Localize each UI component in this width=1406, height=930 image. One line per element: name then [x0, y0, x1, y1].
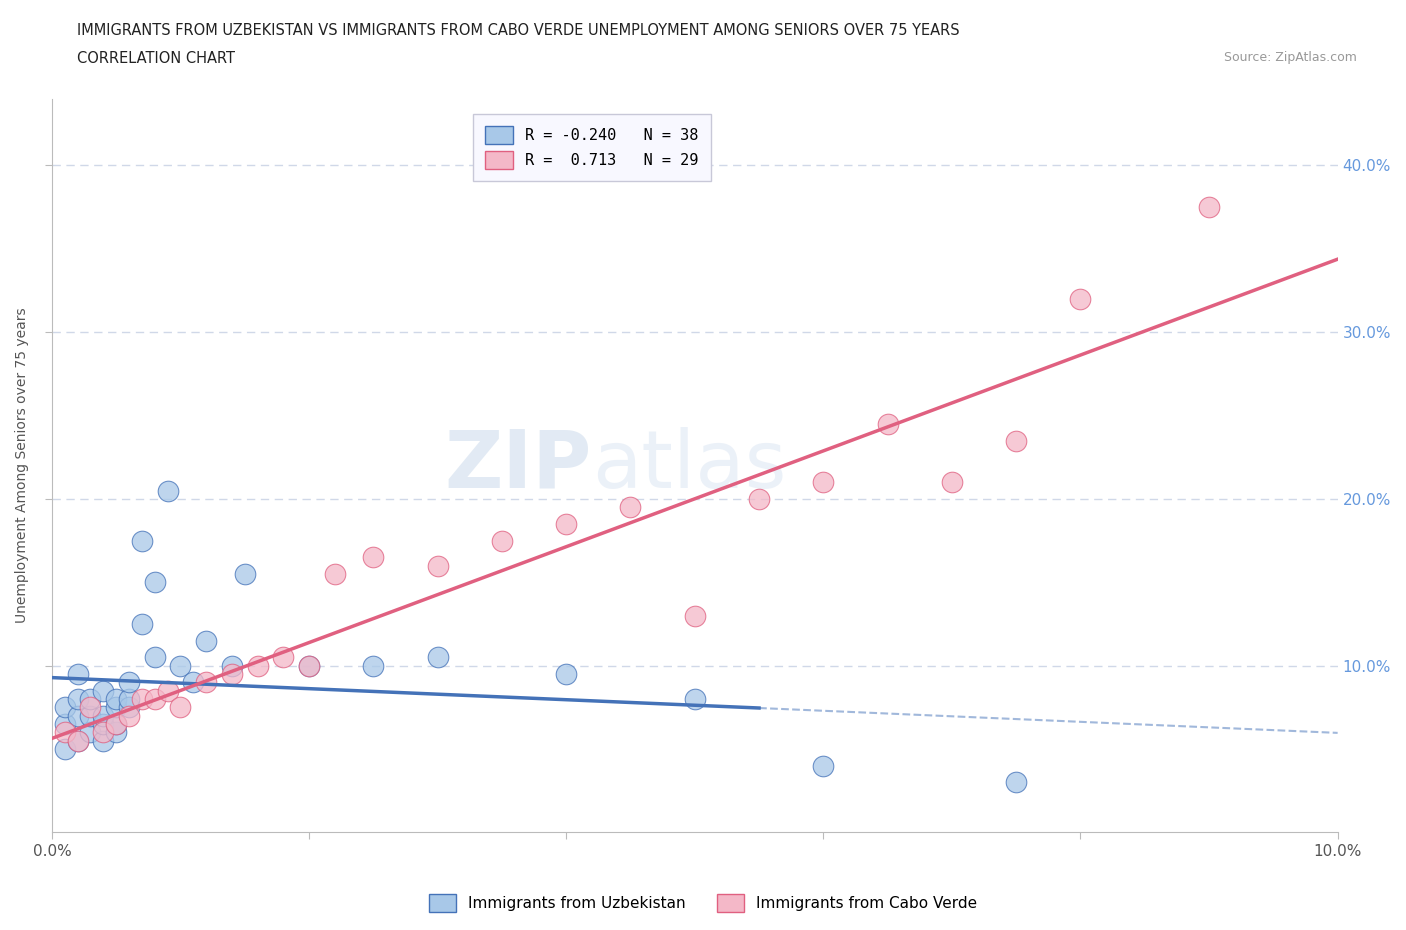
Point	[876, 417, 898, 432]
Point	[105, 717, 128, 732]
Point	[748, 491, 770, 506]
Point	[66, 709, 89, 724]
Point	[131, 692, 153, 707]
Point	[1005, 775, 1028, 790]
Text: IMMIGRANTS FROM UZBEKISTAN VS IMMIGRANTS FROM CABO VERDE UNEMPLOYMENT AMONG SENI: IMMIGRANTS FROM UZBEKISTAN VS IMMIGRANTS…	[77, 23, 960, 38]
Point	[66, 733, 89, 748]
Point	[156, 483, 179, 498]
Point	[156, 684, 179, 698]
Point	[1005, 433, 1028, 448]
Point	[273, 650, 295, 665]
Text: Source: ZipAtlas.com: Source: ZipAtlas.com	[1223, 51, 1357, 64]
Point	[619, 499, 641, 514]
Point	[298, 658, 321, 673]
Point	[118, 692, 141, 707]
Point	[683, 692, 706, 707]
Point	[93, 733, 115, 748]
Point	[118, 700, 141, 715]
Legend: Immigrants from Uzbekistan, Immigrants from Cabo Verde: Immigrants from Uzbekistan, Immigrants f…	[423, 888, 983, 918]
Point	[93, 717, 115, 732]
Point	[195, 675, 218, 690]
Point	[491, 533, 513, 548]
Point	[233, 566, 256, 581]
Point	[426, 558, 449, 573]
Point	[66, 733, 89, 748]
Point	[79, 709, 101, 724]
Point	[363, 550, 385, 565]
Point	[813, 758, 835, 773]
Point	[555, 667, 578, 682]
Point	[143, 650, 166, 665]
Point	[683, 608, 706, 623]
Point	[555, 516, 578, 531]
Point	[93, 709, 115, 724]
Point	[941, 475, 963, 490]
Point	[195, 633, 218, 648]
Point	[131, 617, 153, 631]
Point	[183, 675, 205, 690]
Point	[66, 692, 89, 707]
Point	[53, 724, 76, 739]
Point	[105, 724, 128, 739]
Point	[53, 741, 76, 756]
Point	[1198, 200, 1220, 215]
Text: CORRELATION CHART: CORRELATION CHART	[77, 51, 235, 66]
Point	[93, 684, 115, 698]
Point	[1069, 291, 1091, 306]
Point	[105, 692, 128, 707]
Point	[169, 658, 191, 673]
Point	[131, 533, 153, 548]
Point	[105, 700, 128, 715]
Point	[298, 658, 321, 673]
Point	[363, 658, 385, 673]
Y-axis label: Unemployment Among Seniors over 75 years: Unemployment Among Seniors over 75 years	[15, 308, 30, 623]
Text: ZIP: ZIP	[444, 427, 592, 505]
Point	[118, 709, 141, 724]
Point	[323, 566, 346, 581]
Point	[66, 667, 89, 682]
Point	[53, 717, 76, 732]
Point	[118, 675, 141, 690]
Point	[79, 692, 101, 707]
Point	[79, 700, 101, 715]
Point	[143, 692, 166, 707]
Point	[221, 667, 243, 682]
Point	[53, 700, 76, 715]
Point	[169, 700, 191, 715]
Point	[93, 724, 115, 739]
Point	[813, 475, 835, 490]
Point	[221, 658, 243, 673]
Text: atlas: atlas	[592, 427, 786, 505]
Point	[246, 658, 269, 673]
Point	[143, 575, 166, 590]
Legend: R = -0.240   N = 38, R =  0.713   N = 29: R = -0.240 N = 38, R = 0.713 N = 29	[474, 113, 710, 181]
Point	[79, 724, 101, 739]
Point	[105, 717, 128, 732]
Point	[426, 650, 449, 665]
